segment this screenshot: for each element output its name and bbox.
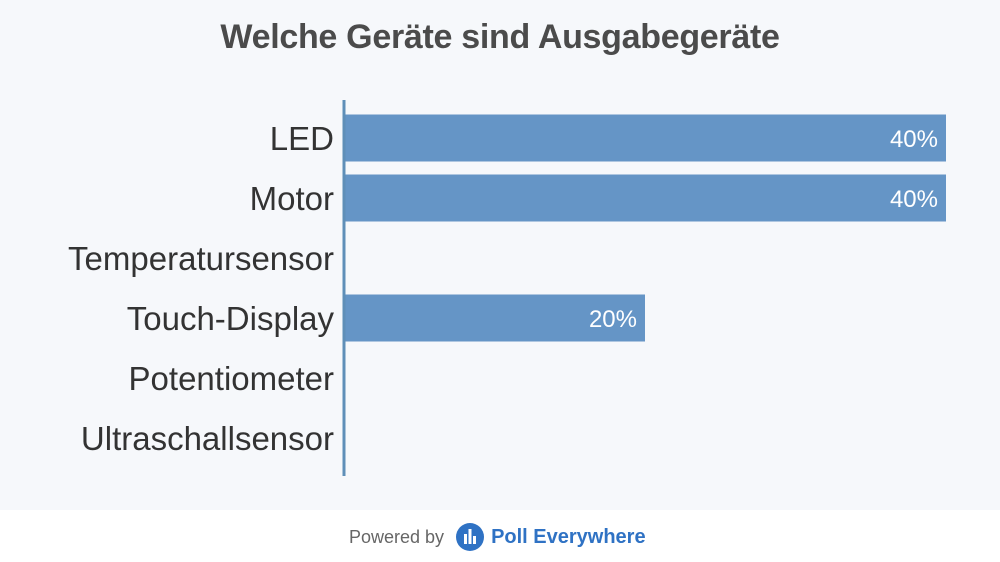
bar (344, 294, 645, 342)
category-label: Touch-Display (127, 300, 335, 337)
category-label: LED (270, 120, 334, 157)
powered-by-label: Powered by (349, 526, 445, 547)
category-label: Potentiometer (129, 360, 334, 397)
category-label: Temperatursensor (68, 240, 334, 277)
category-label: Ultraschallsensor (81, 420, 334, 457)
chart-panel: Welche Geräte sind Ausgabegeräte LED 40% M… (68, 18, 946, 476)
bar (344, 174, 946, 222)
bar (344, 114, 946, 162)
bar-chart: LED 40% Motor 40% Temperatursensor Touch-Disp… (68, 100, 946, 476)
footer: Powered by Poll Everywhere (0, 510, 1000, 562)
value-label: 40% (890, 126, 938, 153)
chart-title: Welche Geräte sind Ausgabegeräte (220, 18, 780, 56)
value-label: 40% (890, 186, 938, 213)
value-label: 20% (589, 306, 637, 333)
poll-everywhere-logo-icon (456, 523, 485, 551)
footer-branding[interactable]: Powered by Poll Everywhere (349, 523, 646, 551)
brand-name: Poll Everywhere (491, 525, 646, 548)
category-label: Motor (250, 180, 334, 217)
